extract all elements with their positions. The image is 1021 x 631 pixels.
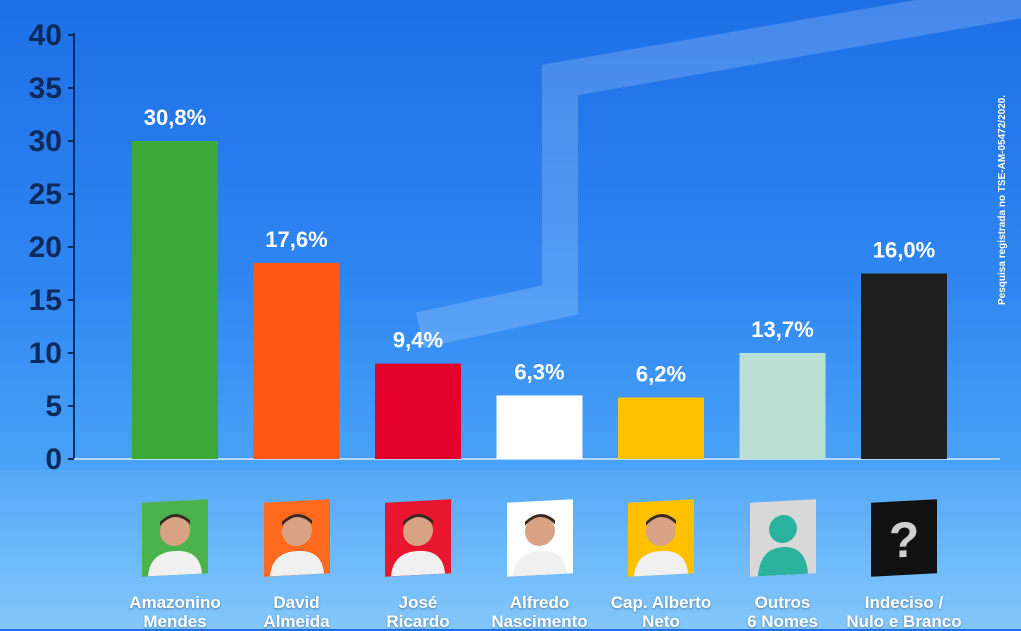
category-label: David Almeida xyxy=(232,593,362,631)
category-label-line: Cap. Alberto xyxy=(610,593,712,612)
data-label: 30,8% xyxy=(144,105,206,130)
category-label-line: Outros xyxy=(754,593,811,612)
category-label: Amazonino Mendes xyxy=(110,593,240,631)
category-label-line: Nascimento xyxy=(491,612,588,631)
category-label-line: Indeciso / xyxy=(864,593,944,612)
person-photo-icon xyxy=(506,499,573,577)
category-label: Cap. Alberto Neto xyxy=(596,593,726,631)
person-photo-icon xyxy=(263,499,330,577)
y-tick-label: 20 xyxy=(29,231,62,264)
person-photo-icon xyxy=(142,499,208,577)
data-label: 16,0% xyxy=(873,238,935,263)
y-tick-label: 5 xyxy=(45,390,62,423)
question-mark-glyph: ? xyxy=(889,511,920,569)
category-label-line: David xyxy=(273,593,320,612)
bar xyxy=(861,273,947,459)
registration-note: Pesquisa registrada no TSE-AM-05472/2020… xyxy=(997,94,1008,305)
y-tick-label: 25 xyxy=(29,178,62,211)
person-photo-icon xyxy=(628,499,694,577)
data-label: 6,3% xyxy=(514,359,564,384)
data-label: 13,7% xyxy=(751,317,813,342)
silhouette-icon xyxy=(749,499,816,577)
y-tick-label: 30 xyxy=(29,125,62,158)
category-label-line: Amazonino xyxy=(129,593,221,612)
bar xyxy=(375,363,461,459)
category-label-line: Alfredo xyxy=(509,593,570,612)
category-label: José Ricardo xyxy=(353,593,483,631)
bar xyxy=(496,395,583,459)
y-tick-label: 35 xyxy=(29,72,62,105)
y-tick-label: 40 xyxy=(29,19,62,52)
category-label-line: Nulo e Branco xyxy=(846,612,962,631)
category-label-line: Mendes xyxy=(143,612,207,631)
category-label: Indeciso / Nulo e Branco xyxy=(839,593,969,631)
data-label: 9,4% xyxy=(393,328,443,353)
data-label: 17,6% xyxy=(265,227,327,252)
data-label: 6,2% xyxy=(636,362,686,387)
y-tick-label: 10 xyxy=(29,337,62,370)
y-tick-label: 15 xyxy=(29,284,62,317)
category-label-line: 6 Nomes xyxy=(747,612,818,631)
category-label-line: Almeida xyxy=(263,612,330,631)
bar xyxy=(253,262,340,459)
person-photo-icon xyxy=(385,499,451,577)
category-label: Alfredo Nascimento xyxy=(475,593,605,631)
bar xyxy=(618,397,704,459)
bar xyxy=(132,141,218,459)
question-mark-icon: ? xyxy=(871,499,937,577)
category-label-line: Neto xyxy=(642,612,680,631)
category-label-line: José xyxy=(398,593,438,612)
category-label-line: Ricardo xyxy=(386,612,450,631)
y-tick-label: 0 xyxy=(45,443,62,476)
bar xyxy=(739,353,826,459)
category-label: Outros 6 Nomes xyxy=(718,593,848,631)
